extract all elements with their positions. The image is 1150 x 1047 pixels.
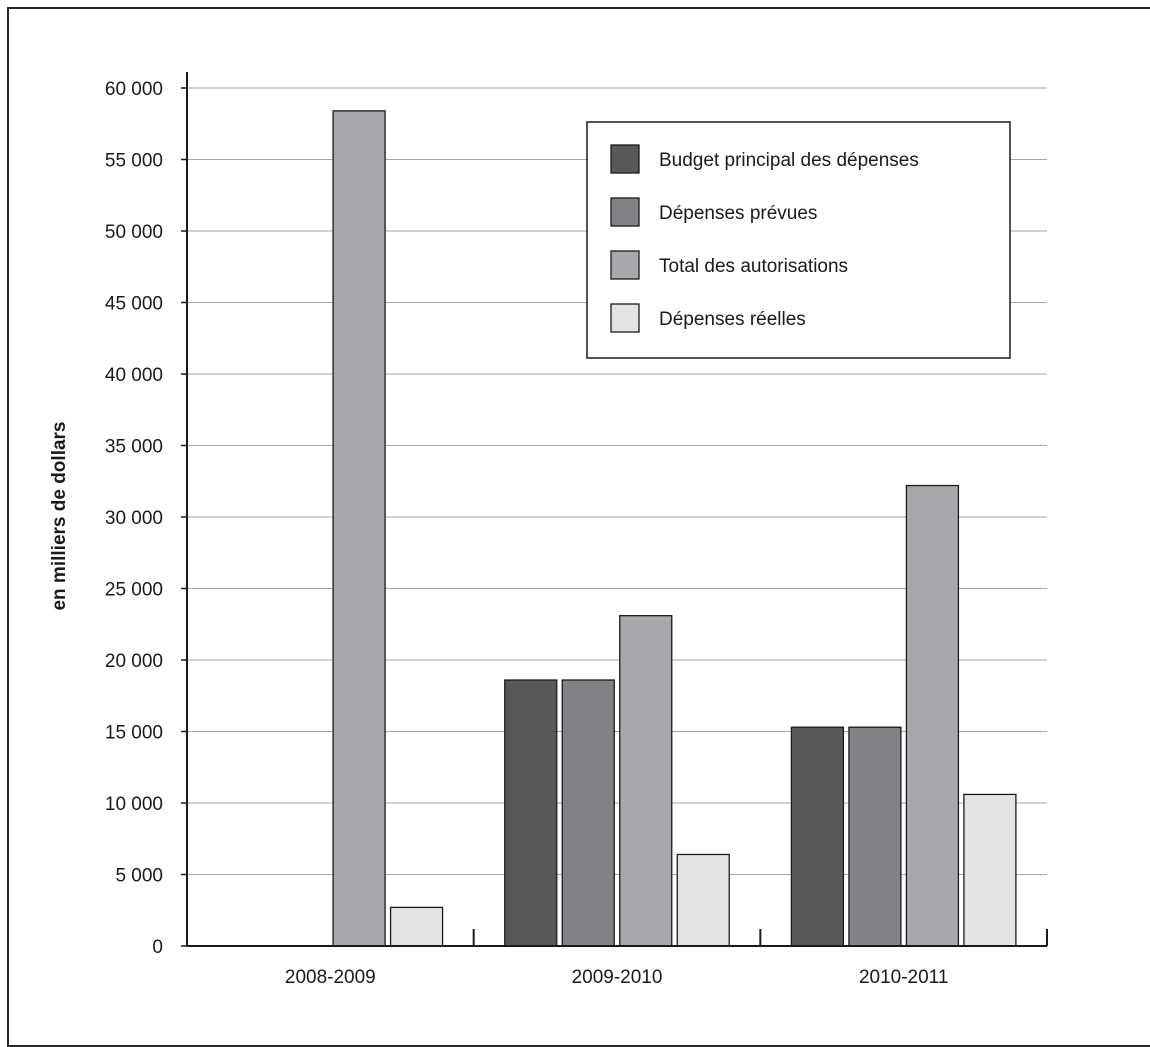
legend-swatch [610, 303, 640, 333]
bar [389, 906, 444, 947]
legend-swatch [610, 197, 640, 227]
y-tick-label: 20 000 [105, 651, 163, 672]
y-tick-labels: 0 5 000 10 000 15 000 20 000 25 000 30 000 35 0… [105, 79, 163, 958]
bar [963, 793, 1017, 947]
bar [561, 679, 615, 947]
y-tick-label: 0 [152, 937, 163, 958]
y-tick-label: 25 000 [105, 580, 163, 601]
bar [332, 110, 386, 947]
y-tick-label: 50 000 [105, 222, 163, 243]
y-tick-label: 60 000 [105, 79, 163, 100]
legend-label: Total des autorisations [659, 256, 848, 277]
legend-label: Dépenses réelles [659, 309, 806, 330]
legend: Budget principal des dépenses Dépenses pr… [586, 121, 1011, 359]
y-tick-label: 45 000 [105, 294, 163, 315]
x-tick-label: 2009-2010 [572, 967, 663, 988]
y-tick-label: 40 000 [105, 365, 163, 386]
bar [676, 853, 730, 947]
bar [619, 615, 673, 947]
y-tick-label: 15 000 [105, 723, 163, 744]
x-tick-label: 2010-2011 [859, 967, 948, 988]
legend-swatch [610, 144, 640, 174]
y-tick-label: 35 000 [105, 437, 163, 458]
x-tick-labels: 2008-2009 2009-2010 2010-2011 [285, 967, 948, 988]
y-tick-label: 30 000 [105, 508, 163, 529]
legend-box [586, 121, 1011, 359]
y-axis-label: en milliers de dollars [49, 421, 70, 610]
legend-label: Budget principal des dépenses [659, 150, 919, 171]
y-tick-label: 10 000 [105, 794, 163, 815]
bar [504, 679, 558, 947]
y-tick-label: 55 000 [105, 151, 163, 172]
x-tick-label: 2008-2009 [285, 967, 376, 988]
bars [332, 110, 1017, 947]
legend-label: Dépenses prévues [659, 203, 817, 224]
bar [790, 726, 845, 947]
bar [848, 726, 902, 947]
legend-swatch [610, 250, 640, 280]
axes [186, 72, 1048, 947]
bar [905, 484, 960, 947]
y-tick-label: 5 000 [115, 866, 163, 887]
